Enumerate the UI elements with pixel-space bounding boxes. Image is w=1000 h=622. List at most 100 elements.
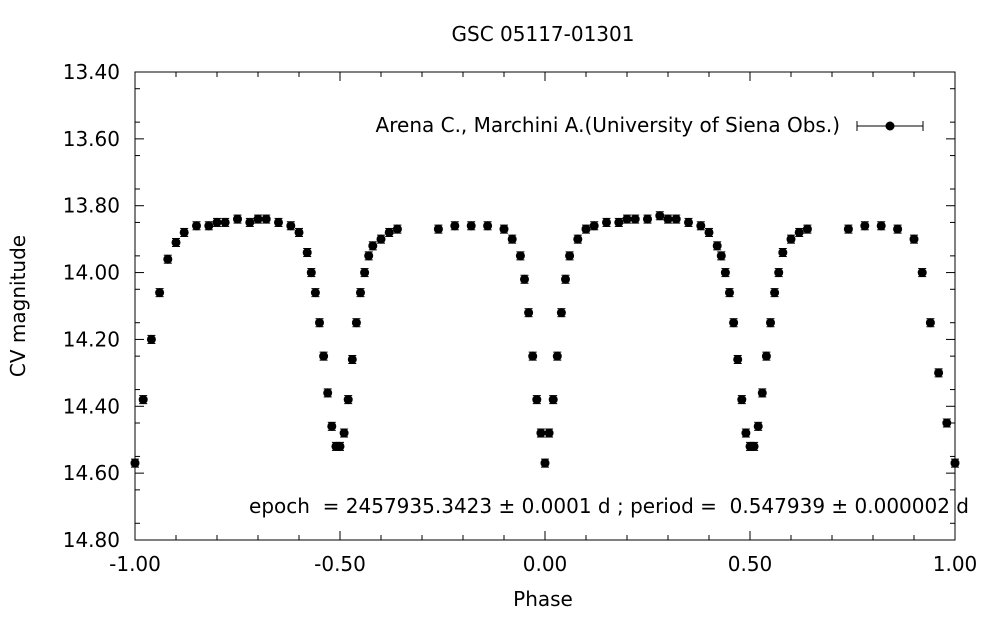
- data-point: [934, 368, 944, 378]
- data-point: [335, 441, 345, 451]
- data-point: [507, 234, 517, 244]
- data-point: [130, 458, 140, 468]
- data-point: [302, 248, 312, 258]
- data-point: [942, 418, 952, 428]
- data-point: [368, 241, 378, 251]
- data-point: [753, 421, 763, 431]
- data-point: [245, 217, 255, 227]
- y-tick-label: 13.40: [63, 60, 120, 84]
- legend-label: Arena C., Marchini A.(University of Sien…: [376, 113, 840, 137]
- data-point: [876, 221, 886, 231]
- data-point: [696, 221, 706, 231]
- data-point: [602, 217, 611, 227]
- data-point: [376, 234, 386, 244]
- data-point: [733, 354, 743, 364]
- data-point: [544, 428, 554, 438]
- data-point: [351, 318, 361, 328]
- data-point: [749, 441, 759, 451]
- data-point: [286, 221, 296, 231]
- y-tick-label: 14.80: [63, 528, 120, 552]
- data-point: [925, 318, 935, 328]
- y-tick-label: 13.60: [63, 127, 120, 151]
- data-point: [360, 268, 370, 278]
- data-point: [671, 214, 681, 224]
- data-point: [950, 458, 960, 468]
- data-point: [163, 254, 173, 264]
- data-point: [581, 224, 591, 234]
- data-point: [573, 234, 583, 244]
- y-tick-label: 14.20: [63, 327, 120, 351]
- data-point: [643, 214, 652, 224]
- plot-frame: [134, 71, 956, 541]
- data-point: [716, 251, 726, 261]
- data-point: [171, 237, 181, 247]
- data-point: [204, 221, 214, 231]
- data-point: [630, 214, 640, 224]
- data-point: [294, 227, 304, 237]
- x-tick-label: -0.50: [314, 552, 366, 576]
- data-point: [729, 318, 739, 328]
- data-point: [327, 421, 337, 431]
- data-point: [392, 224, 402, 234]
- data-point: [770, 288, 780, 298]
- data-point: [343, 395, 353, 405]
- y-axis-label: CV magnitude: [6, 235, 30, 377]
- data-point: [778, 248, 788, 258]
- data-point: [786, 234, 796, 244]
- data-point: [450, 221, 460, 231]
- data-point: [561, 274, 570, 284]
- data-point: [917, 268, 927, 278]
- data-point: [532, 395, 542, 405]
- data-point: [622, 214, 632, 224]
- data-point: [655, 211, 665, 221]
- data-point: [614, 217, 624, 227]
- data-point: [146, 334, 156, 344]
- data-point: [556, 308, 566, 318]
- data-point: [774, 268, 784, 278]
- data-point: [757, 388, 767, 398]
- data-point: [261, 214, 271, 224]
- data-point: [433, 224, 443, 234]
- data-point: [794, 227, 804, 237]
- data-point: [766, 318, 775, 328]
- data-point: [589, 221, 599, 231]
- data-point: [520, 274, 529, 284]
- data-point: [179, 227, 189, 237]
- data-point: [540, 458, 550, 468]
- data-point: [737, 395, 747, 405]
- data-point: [548, 395, 558, 405]
- data-point: [552, 351, 562, 361]
- y-tick-label: 14.40: [63, 394, 120, 418]
- data-point: [515, 251, 525, 261]
- data-point: [364, 251, 374, 261]
- data-point: [663, 214, 673, 224]
- data-point: [192, 221, 201, 231]
- data-point: [704, 227, 714, 237]
- data-point: [684, 217, 693, 227]
- data-point: [741, 428, 751, 438]
- data-point: [712, 241, 722, 251]
- x-tick-label: 0.00: [523, 552, 568, 576]
- x-tick-label: -1.00: [109, 552, 161, 576]
- data-point: [306, 268, 316, 278]
- data-point: [220, 217, 230, 227]
- data-point: [483, 221, 493, 231]
- data-point: [761, 351, 771, 361]
- data-point: [909, 234, 919, 244]
- data-point: [319, 351, 329, 361]
- data-point: [802, 224, 812, 234]
- data-point: [565, 251, 575, 261]
- epoch-period-annotation: epoch = 2457935.3423 ± 0.0001 d ; period…: [249, 494, 969, 518]
- legend-marker: [885, 121, 895, 131]
- y-tick-label: 14.60: [63, 461, 120, 485]
- data-point: [499, 224, 509, 234]
- x-tick-label: 1.00: [933, 552, 978, 576]
- data-point: [466, 221, 476, 231]
- data-point: [843, 224, 853, 234]
- data-point: [310, 288, 320, 298]
- data-point: [155, 288, 165, 298]
- data-point: [524, 308, 534, 318]
- data-point: [384, 227, 394, 237]
